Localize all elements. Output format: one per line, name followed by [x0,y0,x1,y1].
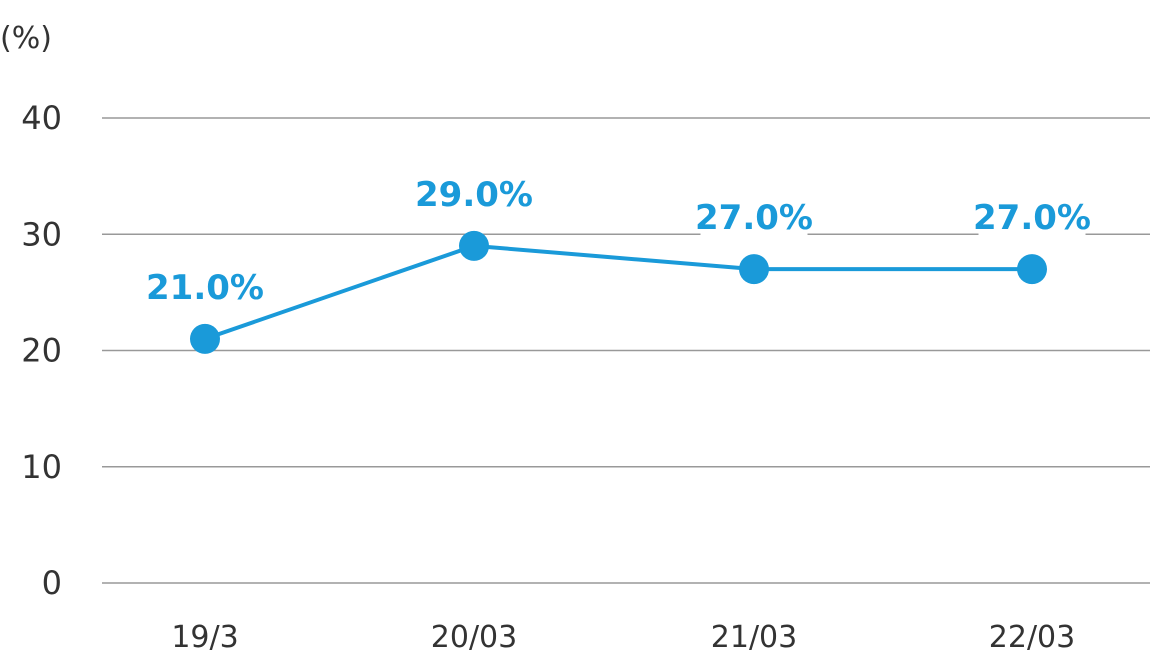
data-label-background [700,197,808,238]
y-axis-tick-labels: 0 10 20 30 40 [21,99,62,602]
data-label-21-03: 27.0% [695,198,813,238]
x-tick-label-20-03: 20/03 [431,620,517,655]
grid-lines [102,117,1150,584]
data-label-background [420,173,528,214]
x-tick-label-22-03: 22/03 [989,620,1075,655]
y-axis-unit-label: (%) [0,21,52,56]
data-point-22-03 [1017,254,1047,285]
y-tick-label-40: 40 [21,99,62,137]
data-label-background [151,266,259,307]
x-tick-label-19-3: 19/3 [171,620,238,655]
data-label-19-3: 21.0% [146,268,264,308]
y-tick-label-0: 0 [42,564,62,602]
data-label-22-03: 27.0% [973,198,1091,238]
x-tick-label-21-03: 21/03 [711,620,797,655]
data-label-20-03: 29.0% [415,175,533,215]
data-points [190,230,1047,354]
data-point-19-3 [190,323,220,354]
data-label-background [978,197,1086,238]
series-line-group [204,243,1032,341]
series-line [204,243,1032,341]
y-tick-label-20: 20 [21,332,62,370]
data-labels: 21.0% 29.0% 27.0% 27.0% [146,173,1091,308]
data-point-20-03 [459,230,489,261]
x-axis-tick-labels: 19/3 20/03 21/03 22/03 [171,620,1075,655]
data-point-21-03 [739,254,769,285]
y-tick-label-30: 30 [21,215,62,253]
y-tick-label-10: 10 [21,448,62,486]
